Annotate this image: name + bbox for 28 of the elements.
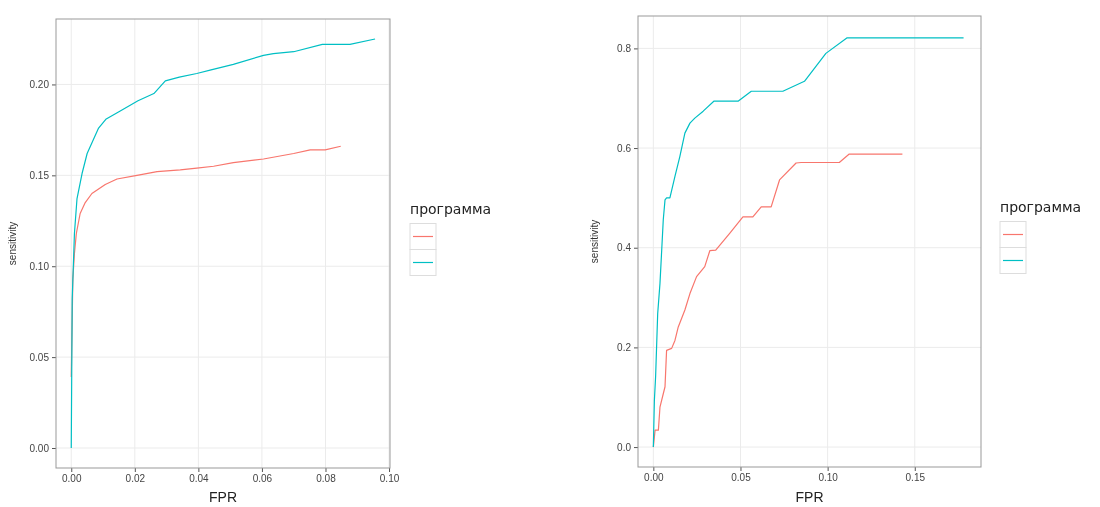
y-tick-label: 0.2 <box>617 342 632 354</box>
x-tick-label: 0.00 <box>644 472 664 484</box>
y-tick-label: 0.6 <box>617 142 632 154</box>
x-tick-label: 0.06 <box>252 473 273 485</box>
x-tick-label: 0.08 <box>316 473 337 485</box>
x-tick-label: 0.04 <box>189 473 210 485</box>
line-series <box>70 38 376 449</box>
y-tick-label: 0.4 <box>617 242 632 254</box>
legend-title: программа <box>1000 198 1082 215</box>
y-tick-label: 0.10 <box>29 260 50 272</box>
x-tick-label: 0.10 <box>379 473 400 485</box>
legend-title: программа <box>410 200 492 217</box>
x-tick-label: 0.10 <box>818 472 839 484</box>
y-tick-label: 0.20 <box>29 79 50 91</box>
y-tick-label: 0.05 <box>29 351 50 363</box>
y-axis-title: sensitivity <box>7 221 18 266</box>
x-axis-title: FPR <box>209 489 237 505</box>
y-tick-label: 0.15 <box>29 170 50 182</box>
x-axis-title: FPR <box>795 489 824 505</box>
x-tick-label: 0.05 <box>731 472 752 484</box>
y-axis-title: sensitivity <box>589 219 600 264</box>
y-tick-label: 0.8 <box>617 43 632 55</box>
x-tick-label: 0.15 <box>905 472 926 484</box>
x-tick-label: 0.00 <box>62 473 82 485</box>
y-tick-label: 0.00 <box>29 442 50 454</box>
line-series <box>652 37 965 448</box>
y-tick-label: 0.0 <box>617 441 632 453</box>
x-tick-label: 0.02 <box>125 473 146 485</box>
